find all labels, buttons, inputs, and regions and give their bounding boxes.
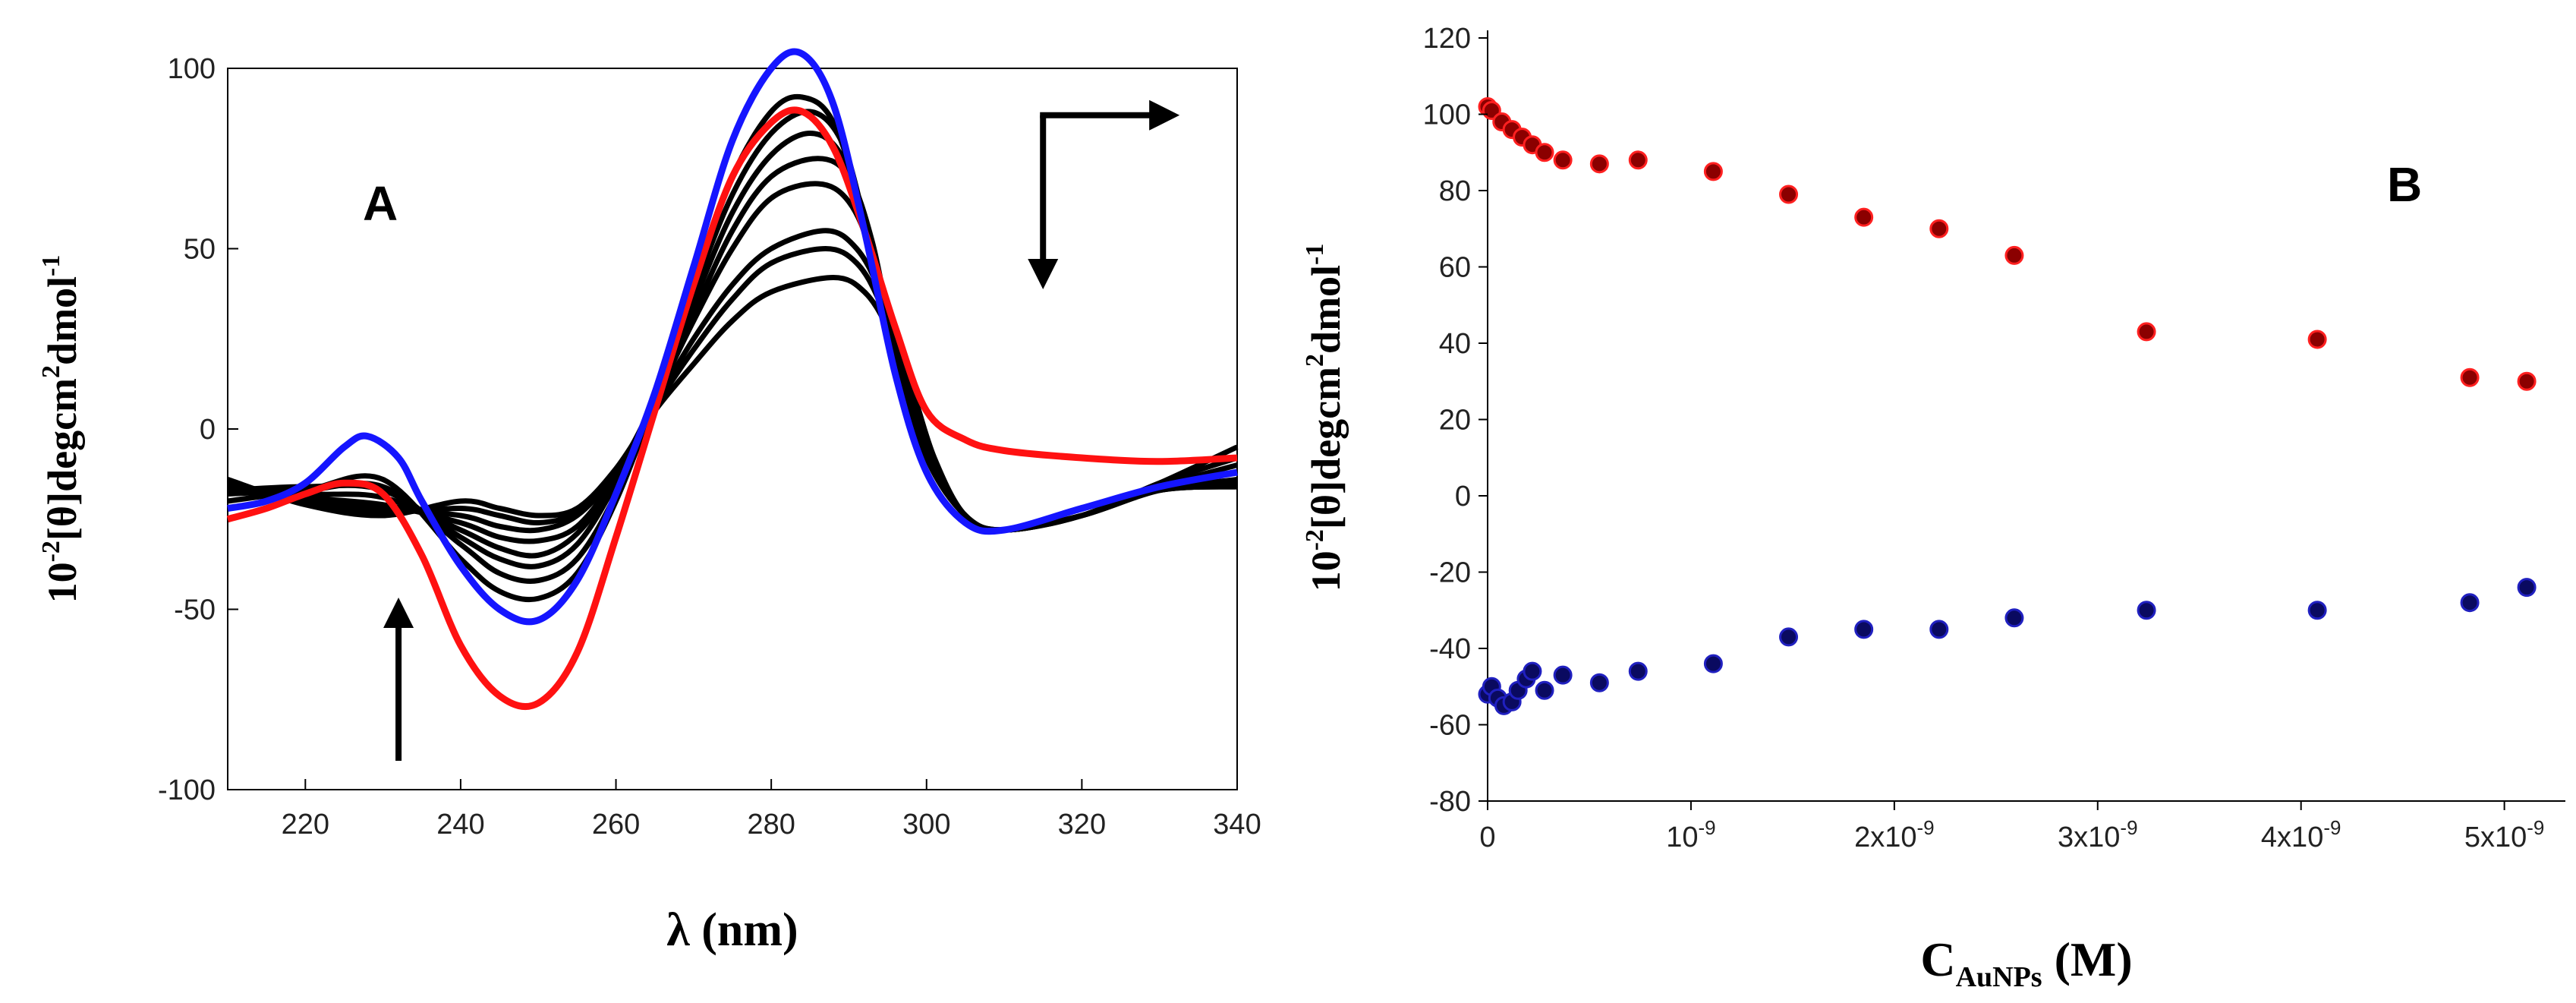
panel-a-y-tick-label: -50 [174,595,216,626]
panel-b-y-axis-prefix: 10 [1303,550,1349,591]
panel-b-series-group [1478,96,2537,715]
panel-b-x-ticks: 0 10-9 2x10-9 3x10-9 4x10-9 5x10-9 [1479,801,2544,853]
panel-a-series-line-0 [227,48,1238,626]
panel-b-series-1-point [1523,661,1542,681]
panel-b-series-1-point [2307,601,2327,620]
panel-a-x-tick-label: 220 [282,809,329,841]
panel-b-x-axis-title: CAuNPs (M) [1920,932,2132,993]
panel-a-letter: A [363,176,398,231]
panel-b-letter: B [2387,157,2422,212]
panel-b-y-axis-main-sup: 2 [1301,354,1329,367]
panel-b-series-1-point [1535,680,1554,700]
panel-a-x-tick-label: 340 [1213,809,1261,841]
panel-a-y-tick-label: -100 [158,774,216,806]
panel-b-series-1-point [1589,673,1609,692]
panel-a-x-tick-label: 300 [902,809,950,841]
panel-b-series-0-point [2460,367,2480,387]
panel-a-x-ticks: 220 240 260 280 300 320 340 [282,779,1261,841]
panel-b-series-1-point [2004,608,2024,628]
panel-b-chart: 0 10-9 2x10-9 3x10-9 4x10-9 5x10-9 -80-60-40-… [1301,23,2565,993]
panel-b-y-axis-unit: dmol [1303,265,1349,354]
panel-a-y-axis-unit: dmol [39,276,85,365]
panel-b-y-tick-label: -60 [1429,710,1471,742]
panel-b-x-axis-unit: (M) [2042,932,2133,986]
panel-b-x-tick-label: 4x10-9 [2261,816,2341,853]
panel-a-x-tick-label: 260 [592,809,640,841]
panel-a-arrow-up-head [383,598,414,628]
panel-b-series-1-point [2517,578,2537,598]
panel-b-y-tick-label: 60 [1439,252,1471,284]
panel-b-y-tick-label: 20 [1439,405,1471,437]
panel-b-series-0-point [1553,150,1573,170]
panel-b-x-tick-label: 0 [1479,822,1495,853]
panel-b-y-axis-title: 10-2[θ]degcm2dmol-1 [1301,244,1349,592]
panel-b-series-1-point [1553,665,1573,685]
panel-a-arrow-down-head [1028,259,1059,289]
panel-b-x-tick-label: 3x10-9 [2058,816,2138,853]
panel-b-x-axis-sub: AuNPs [1956,961,2042,993]
panel-b-series-0-point [1779,185,1799,204]
panel-a-x-tick-label: 240 [436,809,484,841]
panel-a-series-group [226,48,1239,711]
panel-a-y-tick-label: 0 [200,414,216,446]
panel-b-y-tick-label: 100 [1423,99,1471,131]
panel-b-y-tick-label: 80 [1439,175,1471,207]
panel-a-y-axis-main-sup: 2 [37,365,65,378]
panel-b-x-tick-label: 5x10-9 [2464,816,2545,853]
panel-a-y-tick-label: 50 [184,234,216,266]
panel-a-chart: 220 240 260 280 300 320 340 -100 -50 0 50 100 A λ … [37,48,1261,956]
panel-b-series-1-point [1703,654,1723,673]
panel-b-x-axis-main: C [1920,932,1955,986]
panel-b-series-1-point [2137,601,2156,620]
panel-b-x-tick-label: 10-9 [1666,816,1715,853]
panel-b-series-0-point [1854,207,1874,227]
panel-b-y-tick-label: -80 [1429,786,1471,818]
panel-b-y-tick-label: 120 [1423,23,1471,55]
panel-a-y-axis-prefix: 10 [39,562,85,603]
panel-b-series-1-point [1628,661,1648,681]
panel-b-series-0-point [2137,322,2156,342]
panel-a-x-tick-label: 320 [1058,809,1106,841]
panel-b-y-tick-label: -40 [1429,633,1471,665]
panel-b-series-1-point [1929,620,1949,639]
panel-a-x-tick-label: 280 [747,809,795,841]
panel-a-series-line-1 [226,106,1238,711]
panel-b-y-tick-label: -20 [1429,557,1471,589]
panel-b-series-0-point [2307,330,2327,349]
panel-a-y-ticks: -100 -50 0 50 100 [158,53,238,806]
panel-a-y-axis-title: 10-2[θ]degcm2dmol-1 [37,255,85,604]
panel-b-series-1-point [1854,620,1874,639]
panel-a-annotations [383,99,1180,761]
panel-b-series-0-point [1589,154,1609,174]
panel-b-series-0-point [2004,245,2024,265]
panel-a-y-axis-prefix-sup: -2 [37,541,65,562]
panel-b-series-0-point [1535,143,1554,162]
panel-b-series-0-point [2517,371,2537,391]
panel-b-series-1-point [1779,627,1799,647]
panel-b-series-1-point [2460,593,2480,613]
panel-a-x-axis-title: λ (nm) [666,904,798,956]
panel-b-y-axis-unit-sup: -1 [1301,244,1329,265]
panel-b-series-0-point [1929,219,1949,238]
panel-b-series-0-point [1703,162,1723,181]
panel-a-y-tick-label: 100 [168,53,216,85]
panel-b-series-0-point [1628,150,1648,170]
panel-a-y-axis-main: [θ]degcm [39,378,85,541]
panel-b-y-axis-prefix-sup: -2 [1301,529,1329,550]
panel-a-arrow-right-head [1149,99,1180,131]
panel-b-y-tick-label: 0 [1455,481,1471,513]
panel-b-y-tick-label: 40 [1439,328,1471,360]
panel-a-y-axis-unit-sup: -1 [37,255,65,276]
panel-b-x-tick-label: 2x10-9 [1854,816,1935,853]
panel-b-y-axis-main: [θ]degcm [1303,367,1349,529]
panel-b-y-ticks: -80 -60 -40 -20 0 20 40 60 80 100 120 [1423,23,1488,818]
